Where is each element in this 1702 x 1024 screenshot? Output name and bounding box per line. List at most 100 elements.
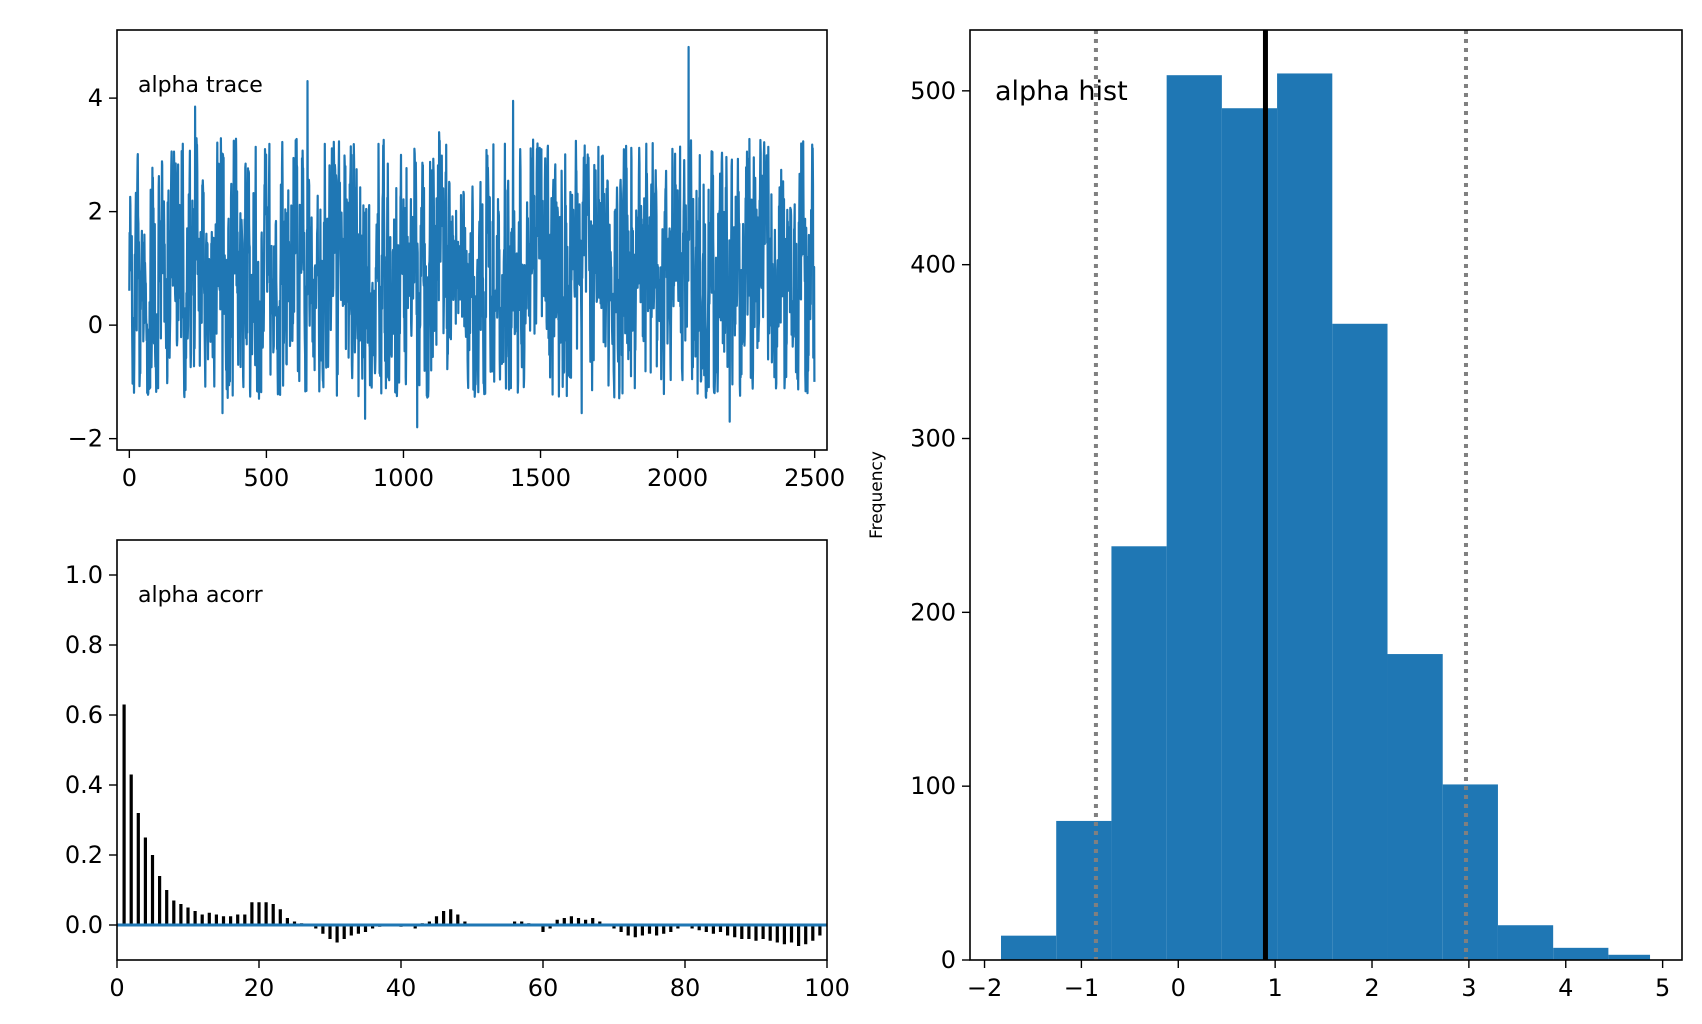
hist-bar <box>1553 947 1609 960</box>
acorr-axes-frame <box>116 539 828 961</box>
acorr-bar <box>172 900 176 925</box>
acorr-bar <box>562 918 566 925</box>
acorr-bar <box>541 925 545 932</box>
hist-title: alpha hist <box>995 76 1128 107</box>
hist-x-tick-label: 1 <box>1268 974 1283 1002</box>
trace-y-axis: −2 0 2 4 <box>68 84 117 453</box>
acorr-y-tick-label: 1.0 <box>65 561 103 589</box>
acorr-bar <box>179 904 183 925</box>
trace-axes-frame <box>116 29 828 451</box>
acorr-bar <box>619 925 623 932</box>
trace-x-tick-label: 1000 <box>373 464 434 492</box>
acorr-bar <box>463 921 467 925</box>
trace-panel: alpha trace 0 500 1000 1500 2000 2500 −2 0 2 4 <box>68 29 845 492</box>
trace-x-tick-label: 2500 <box>784 464 845 492</box>
hist-bar <box>1332 323 1388 960</box>
acorr-bar <box>612 925 616 929</box>
acorr-y-tick-label: 0.0 <box>65 911 103 939</box>
acorr-bar <box>591 918 595 925</box>
acorr-bar <box>711 925 715 934</box>
hist-x-axis: −2 −1 0 1 2 3 4 5 <box>967 960 1670 1002</box>
acorr-bar <box>690 925 694 929</box>
acorr-bar <box>811 925 815 941</box>
acorr-bar <box>768 925 772 941</box>
trace-title: alpha trace <box>138 73 263 98</box>
trace-y-tick-label: 4 <box>88 84 103 112</box>
acorr-bar <box>655 925 659 936</box>
acorr-bar <box>804 925 808 945</box>
acorr-bar <box>328 925 332 939</box>
hist-y-tick-label: 300 <box>910 425 956 453</box>
acorr-bar <box>321 925 325 934</box>
acorr-bar <box>363 925 368 932</box>
acorr-bar <box>789 925 794 943</box>
acorr-bar <box>200 914 204 925</box>
hist-bar <box>1221 108 1278 960</box>
hist-y-tick-label: 200 <box>910 598 956 626</box>
acorr-x-tick-label: 0 <box>109 974 124 1002</box>
acorr-bar <box>285 918 289 925</box>
hist-panel: alpha hist Frequency −2 −1 0 1 2 3 4 5 0 100 200 3… <box>867 29 1683 1002</box>
acorr-bar <box>782 925 786 945</box>
acorr-x-axis: 0 20 40 60 80 100 <box>109 960 850 1002</box>
acorr-bar <box>150 855 155 925</box>
acorr-bar <box>449 909 453 925</box>
acorr-bar <box>257 902 261 925</box>
acorr-bar <box>413 925 417 929</box>
acorr-bar <box>584 919 588 925</box>
trace-plot-area <box>128 45 816 429</box>
acorr-bar <box>193 911 197 925</box>
hist-x-tick-label: 2 <box>1364 974 1379 1002</box>
trace-x-tick-label: 2000 <box>647 464 708 492</box>
acorr-bar <box>278 909 282 925</box>
acorr-bar <box>250 902 254 925</box>
acorr-title: alpha acorr <box>138 583 264 608</box>
acorr-bar <box>598 921 602 925</box>
acorr-x-tick-label: 60 <box>528 974 559 1002</box>
acorr-bar <box>221 916 226 925</box>
acorr-x-tick-label: 80 <box>670 974 701 1002</box>
hist-y-axis-label: Frequency <box>867 451 887 539</box>
acorr-bar <box>342 925 346 939</box>
hist-axes-frame <box>969 29 1683 961</box>
hist-y-tick-label: 500 <box>910 77 956 105</box>
acorr-bar <box>513 921 517 925</box>
acorr-x-tick-label: 40 <box>386 974 417 1002</box>
acorr-bar <box>647 925 652 934</box>
hist-y-tick-label: 100 <box>910 772 956 800</box>
acorr-bar <box>122 704 126 925</box>
acorr-x-tick-label: 100 <box>804 974 850 1002</box>
hist-bar <box>1387 654 1443 960</box>
acorr-bar <box>704 925 708 932</box>
acorr-bar <box>214 914 218 925</box>
hist-bar <box>1608 954 1651 960</box>
hist-bar <box>1111 546 1167 960</box>
acorr-bar <box>747 925 751 939</box>
acorr-bar <box>761 925 765 939</box>
acorr-bar <box>754 925 758 941</box>
acorr-bar <box>207 912 211 925</box>
hist-x-tick-label: −1 <box>1064 974 1099 1002</box>
acorr-bar <box>697 925 701 931</box>
acorr-plot-area <box>117 704 827 946</box>
hist-y-tick-label: 0 <box>941 946 956 974</box>
hist-x-tick-label: −2 <box>967 974 1002 1002</box>
acorr-x-tick-label: 20 <box>244 974 275 1002</box>
hist-bar <box>1056 820 1112 960</box>
acorr-panel: alpha acorr 0 20 40 60 80 100 0.0 0.2 0.4 0.6 0.8… <box>65 539 850 1002</box>
acorr-bar <box>165 890 169 925</box>
acorr-bar <box>292 921 297 925</box>
trace-x-tick-label: 0 <box>122 464 137 492</box>
hist-x-tick-label: 3 <box>1461 974 1476 1002</box>
acorr-bar <box>186 907 190 925</box>
acorr-bar <box>818 925 822 936</box>
hist-bar <box>1442 784 1498 960</box>
acorr-bar <box>158 876 162 925</box>
acorr-y-tick-label: 0.6 <box>65 701 103 729</box>
trace-x-axis: 0 500 1000 1500 2000 2500 <box>122 450 845 492</box>
acorr-bar <box>136 813 140 925</box>
acorr-bar <box>314 925 318 929</box>
hist-plot-area <box>1000 30 1651 960</box>
hist-bar <box>1000 935 1057 960</box>
